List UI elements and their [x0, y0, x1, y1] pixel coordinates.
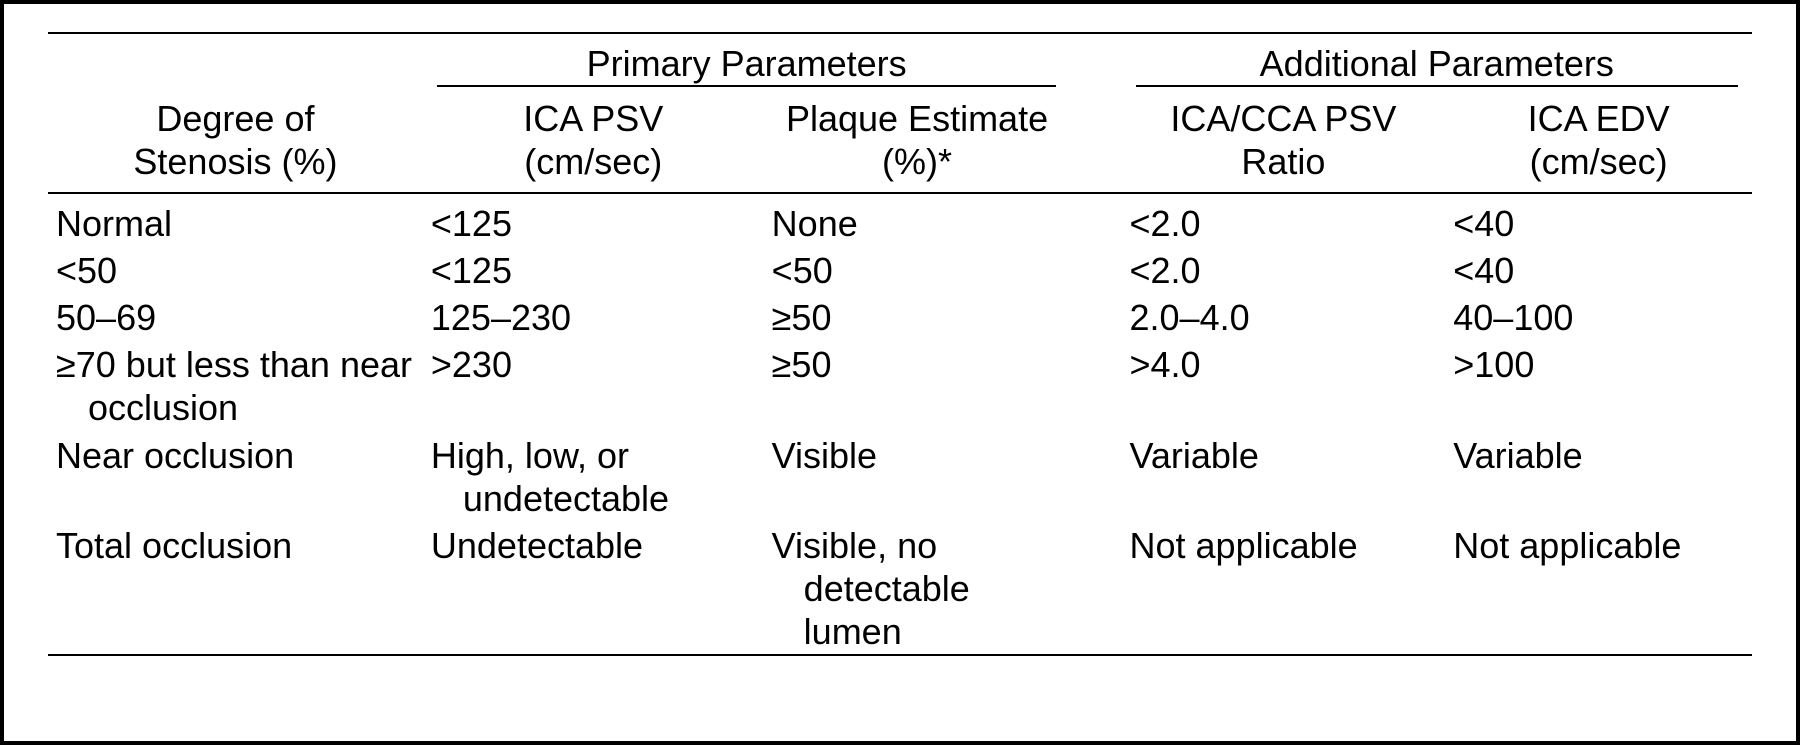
cell-ica-psv: >230	[423, 340, 764, 430]
table-row: Total occlusion Undetectable Visible, no…	[48, 521, 1752, 656]
cell-ica-psv: High, low, or undetectable	[423, 431, 764, 521]
col-header-ica-edv: ICA EDV (cm/sec)	[1445, 93, 1752, 192]
cell-ica-psv: 125–230	[423, 293, 764, 340]
cell-degree: 50–69	[48, 293, 423, 340]
cell-ratio: <2.0	[1122, 193, 1446, 246]
stenosis-criteria-table: Primary Parameters Additional Parameters…	[48, 32, 1752, 656]
cell-ica-psv: <125	[423, 193, 764, 246]
col-header-ica-psv: ICA PSV (cm/sec)	[423, 93, 764, 192]
table-row: Near occlusion High, low, or undetectabl…	[48, 431, 1752, 521]
table-row: ≥70 but less than near occlusion >230 ≥5…	[48, 340, 1752, 430]
cell-ica-edv: Not applicable	[1445, 521, 1752, 656]
col-header-degree: Degree of Stenosis (%)	[48, 93, 423, 192]
cell-plaque: <50	[764, 246, 1071, 293]
cell-degree: Normal	[48, 193, 423, 246]
cell-ica-psv: <125	[423, 246, 764, 293]
cell-ratio: Not applicable	[1122, 521, 1446, 656]
super-header-primary: Primary Parameters	[423, 34, 1071, 93]
table-row: Normal <125 None <2.0 <40	[48, 193, 1752, 246]
cell-ica-edv: <40	[1445, 193, 1752, 246]
cell-ratio: Variable	[1122, 431, 1446, 521]
super-header-additional: Additional Parameters	[1122, 34, 1753, 93]
cell-ica-edv: 40–100	[1445, 293, 1752, 340]
cell-plaque: Visible, no detectable lumen	[764, 521, 1071, 656]
cell-plaque: Visible	[764, 431, 1071, 521]
table-row: <50 <125 <50 <2.0 <40	[48, 246, 1752, 293]
cell-ratio: <2.0	[1122, 246, 1446, 293]
cell-plaque: None	[764, 193, 1071, 246]
cell-ratio: >4.0	[1122, 340, 1446, 430]
cell-ica-psv: Undetectable	[423, 521, 764, 656]
col-header-plaque: Plaque Estimate (%)*	[764, 93, 1071, 192]
cell-ratio: 2.0–4.0	[1122, 293, 1446, 340]
table-frame: Primary Parameters Additional Parameters…	[0, 0, 1800, 745]
cell-ica-edv: <40	[1445, 246, 1752, 293]
cell-degree: <50	[48, 246, 423, 293]
cell-degree: ≥70 but less than near occlusion	[48, 340, 423, 430]
table-row: 50–69 125–230 ≥50 2.0–4.0 40–100	[48, 293, 1752, 340]
col-header-ratio: ICA/CCA PSV Ratio	[1122, 93, 1446, 192]
cell-plaque: ≥50	[764, 340, 1071, 430]
cell-degree: Near occlusion	[48, 431, 423, 521]
cell-ica-edv: >100	[1445, 340, 1752, 430]
cell-plaque: ≥50	[764, 293, 1071, 340]
cell-degree: Total occlusion	[48, 521, 423, 656]
cell-ica-edv: Variable	[1445, 431, 1752, 521]
header-blank	[48, 34, 423, 93]
